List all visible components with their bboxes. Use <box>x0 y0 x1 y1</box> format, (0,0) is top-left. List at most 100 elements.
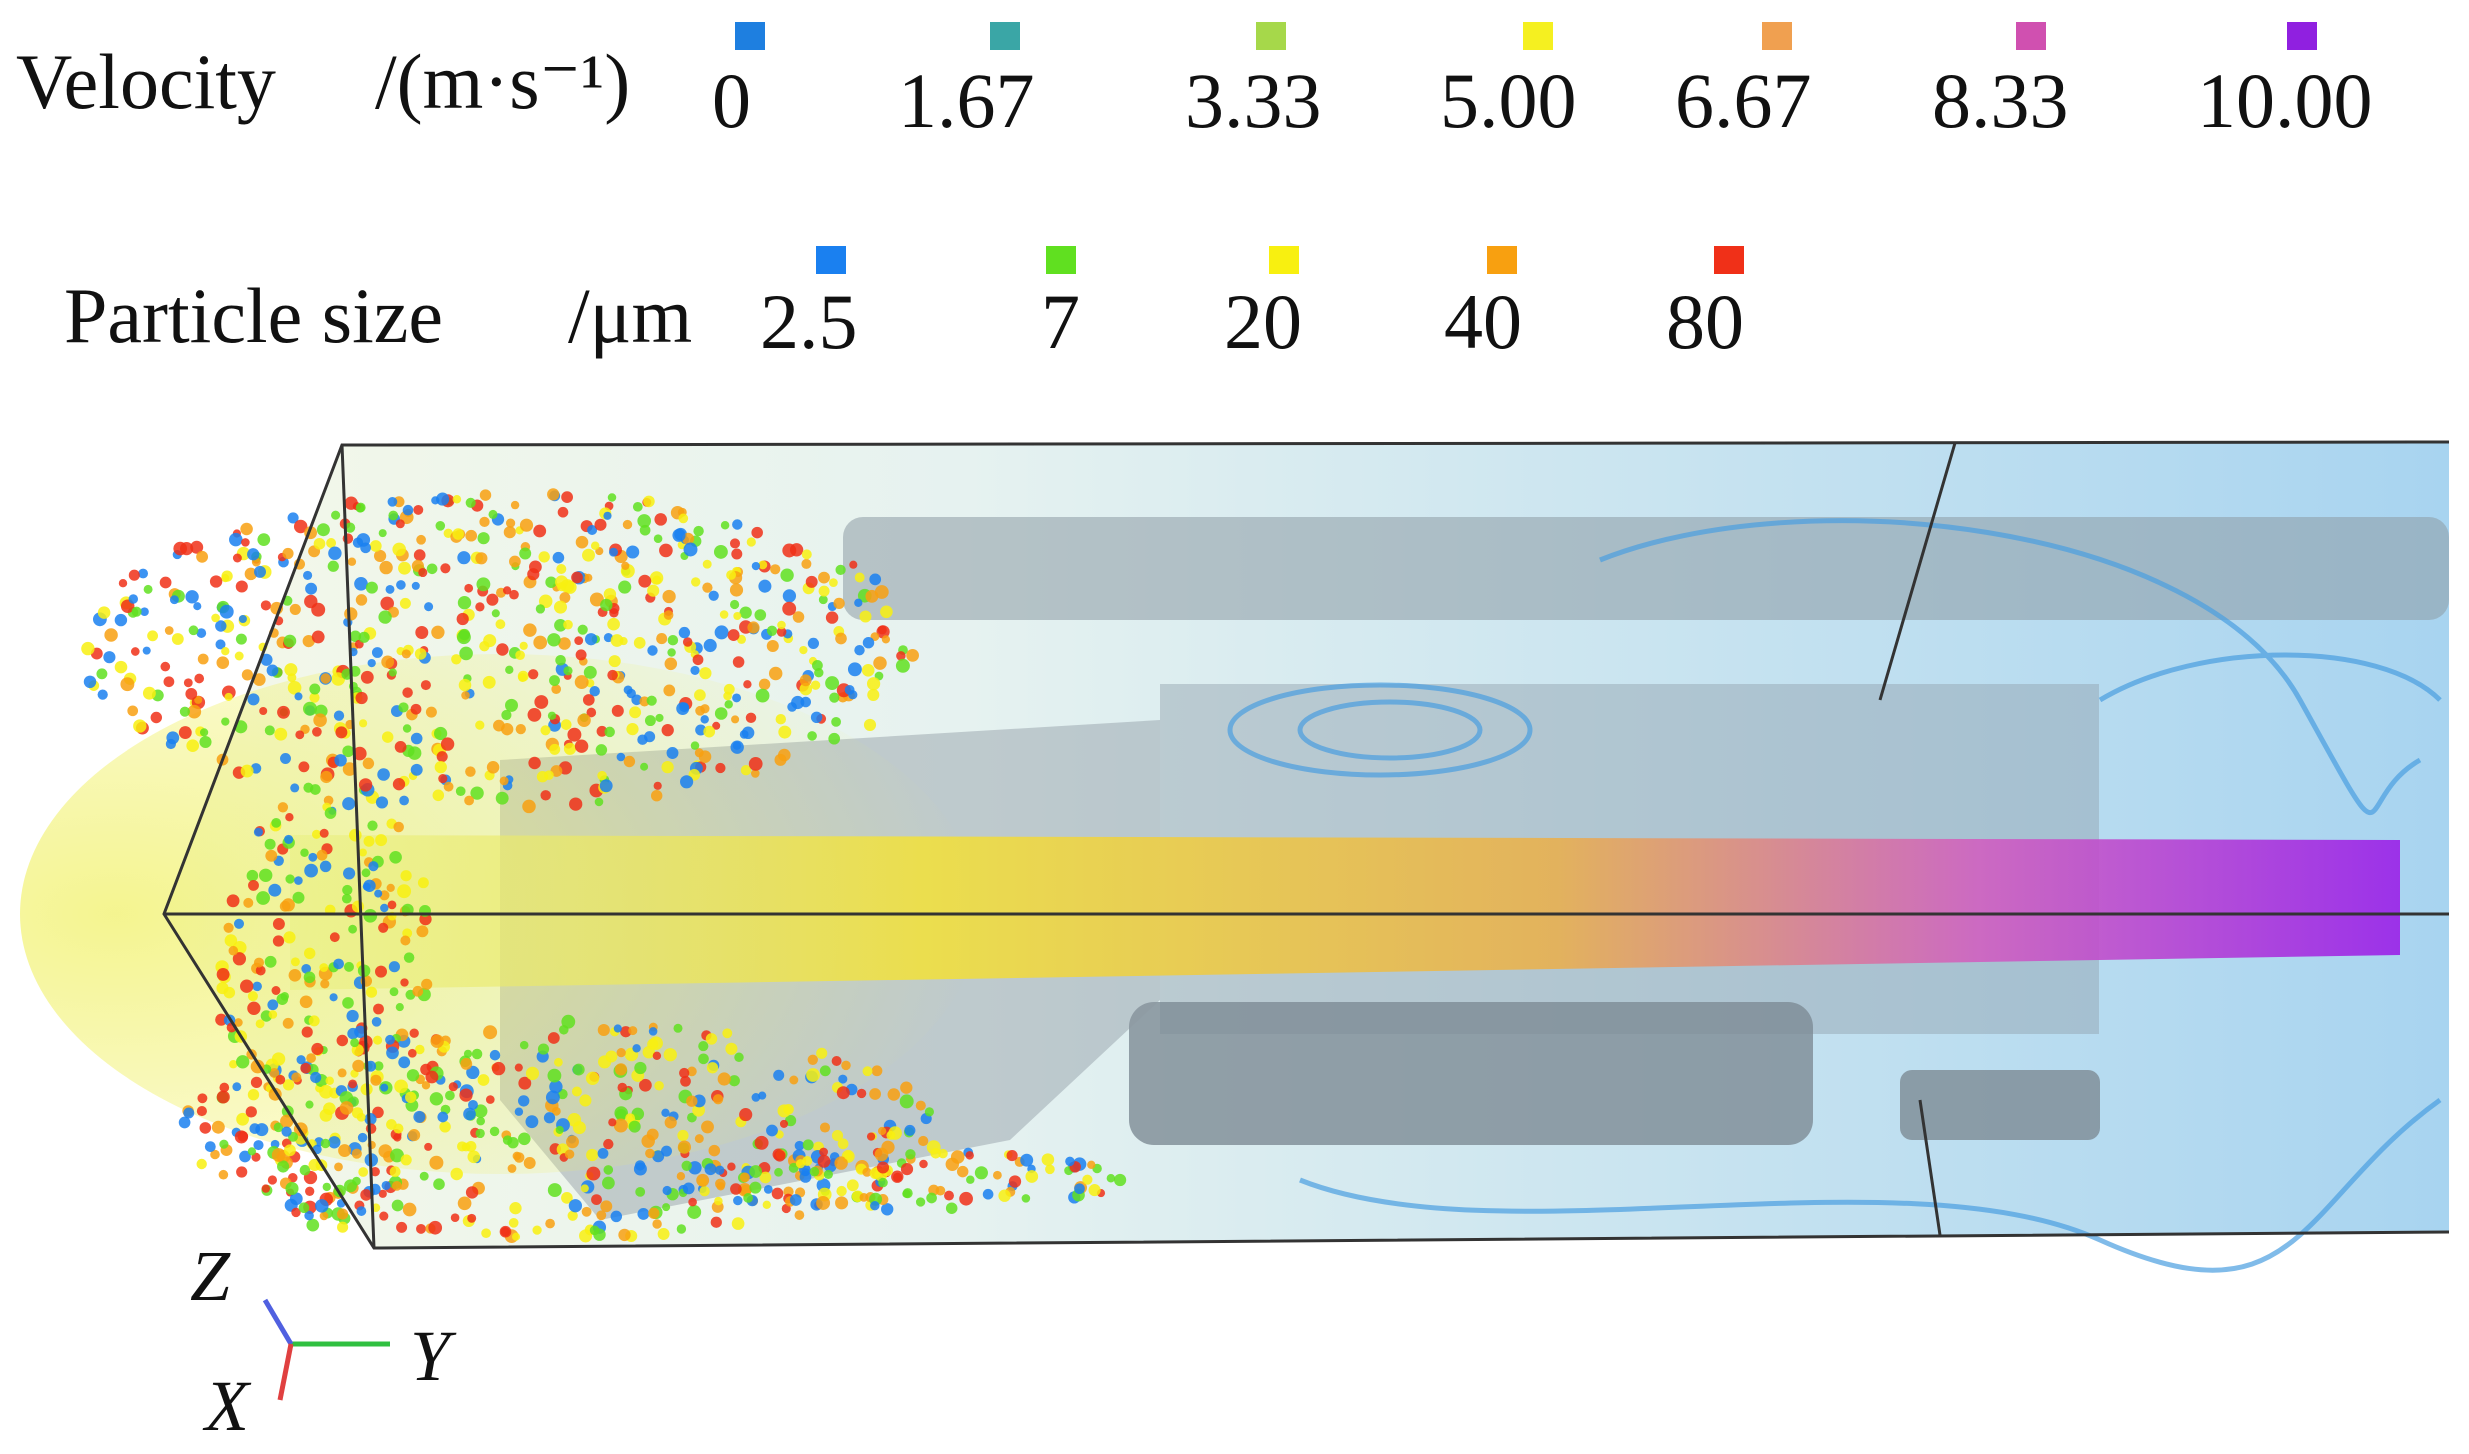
particle <box>509 555 521 568</box>
particle <box>527 568 540 581</box>
particle <box>547 633 561 647</box>
particle <box>594 797 604 807</box>
particle <box>373 549 387 563</box>
particle <box>463 1107 476 1121</box>
particle <box>522 799 536 814</box>
particle <box>260 653 273 666</box>
particle <box>634 1160 646 1171</box>
particle <box>518 1095 530 1107</box>
particle <box>829 692 840 703</box>
particle <box>489 1126 500 1137</box>
legend-swatch <box>1523 22 1553 50</box>
particle <box>465 529 478 542</box>
particle <box>326 538 337 548</box>
particle <box>505 698 518 712</box>
particle <box>142 646 151 655</box>
particle <box>672 528 686 542</box>
particle <box>221 570 233 582</box>
legend-label: 1.67 <box>898 57 1035 144</box>
particle <box>287 512 299 524</box>
particle <box>221 717 230 726</box>
particle <box>483 1025 498 1040</box>
particle <box>459 646 473 661</box>
particle <box>545 1090 560 1105</box>
particle <box>854 644 865 656</box>
particle <box>475 552 488 565</box>
particle <box>603 1138 614 1150</box>
particle <box>221 647 230 656</box>
particle <box>226 894 240 908</box>
particle <box>295 730 305 740</box>
particle <box>690 665 700 675</box>
particle <box>266 664 279 677</box>
particle <box>413 504 424 515</box>
particle <box>899 1094 914 1109</box>
particle <box>319 860 332 873</box>
particle <box>807 731 817 741</box>
particle <box>515 650 525 661</box>
particle <box>698 1041 709 1052</box>
particle <box>574 739 589 753</box>
particle <box>271 817 282 828</box>
particle <box>545 1218 555 1229</box>
particle <box>749 1165 763 1178</box>
particle <box>662 1203 671 1212</box>
particle <box>841 1060 851 1071</box>
particle <box>377 768 390 781</box>
particle <box>787 702 797 712</box>
particle <box>341 893 352 904</box>
particle <box>648 1027 658 1036</box>
particle <box>726 570 737 580</box>
particle <box>715 762 726 774</box>
particle <box>598 1055 612 1069</box>
particle <box>461 691 470 700</box>
particle <box>714 625 729 640</box>
particle <box>259 706 268 716</box>
particle <box>387 900 397 910</box>
particle <box>495 791 509 805</box>
legend-swatch <box>735 22 765 50</box>
particle <box>831 1130 844 1142</box>
particle <box>204 1141 216 1153</box>
particle <box>395 519 405 529</box>
particle <box>703 725 716 738</box>
particle <box>794 1210 805 1220</box>
particle <box>163 676 175 688</box>
particle <box>740 764 752 776</box>
particle <box>540 790 551 801</box>
particle <box>371 647 383 658</box>
particle <box>731 548 743 560</box>
particle <box>365 581 378 594</box>
particle <box>316 523 330 537</box>
particle <box>460 1057 473 1070</box>
particle <box>727 629 740 642</box>
particle <box>518 673 527 682</box>
particle <box>358 778 373 792</box>
particle <box>267 1175 278 1185</box>
particle <box>260 600 271 611</box>
particle <box>432 789 445 802</box>
particle <box>240 979 254 993</box>
particle <box>373 1061 384 1071</box>
particle <box>545 576 557 588</box>
particle <box>891 1170 904 1183</box>
particle <box>393 1133 402 1142</box>
particle <box>358 848 367 857</box>
particle <box>308 1015 320 1027</box>
particle <box>880 605 893 619</box>
particle <box>956 1165 969 1178</box>
particle <box>647 584 660 597</box>
particle <box>389 1166 401 1178</box>
particle <box>256 891 270 905</box>
particle <box>412 985 424 997</box>
particle <box>676 1224 687 1234</box>
particle <box>391 1199 404 1212</box>
particle <box>712 721 721 730</box>
particle <box>609 547 618 557</box>
particle <box>360 1189 372 1201</box>
particle <box>795 1159 806 1169</box>
particle <box>862 1066 873 1077</box>
particle <box>564 1149 575 1159</box>
particle <box>747 621 760 634</box>
particle <box>575 649 587 661</box>
